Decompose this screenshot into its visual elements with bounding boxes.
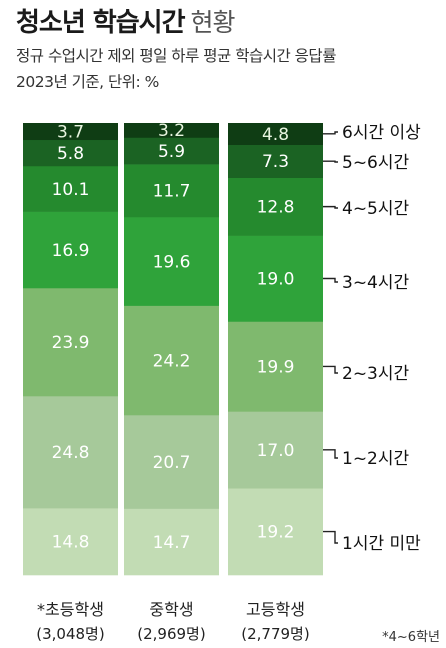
data-label: 11.7 <box>153 182 191 202</box>
data-label: 24.2 <box>153 351 191 371</box>
category-label: 중학생 <box>149 600 193 619</box>
data-label: 4.8 <box>262 125 289 145</box>
leader-line <box>323 160 338 163</box>
title-light: 현황 <box>190 8 236 37</box>
data-label: 5.9 <box>158 142 185 162</box>
legend-label: 3~4시간 <box>342 273 410 293</box>
data-label: 12.8 <box>257 198 295 218</box>
legend-label: 5~6시간 <box>342 153 410 173</box>
bar-segment <box>23 211 118 289</box>
bar-segment <box>124 508 219 576</box>
data-label: 3.7 <box>57 122 84 142</box>
leader-line <box>323 131 338 135</box>
bar-segment <box>23 139 118 167</box>
bar-segment <box>23 165 118 212</box>
data-label: 3.2 <box>158 121 185 141</box>
bar-segment <box>228 123 323 145</box>
data-label: 14.7 <box>153 533 191 553</box>
bar-segment <box>228 411 323 489</box>
data-label: 7.3 <box>262 152 289 172</box>
bar-segment <box>23 508 118 576</box>
leader-line <box>323 205 338 209</box>
subtitle-line1: 정규 수업시간 제외 평일 하루 평균 학습시간 응답률 <box>16 47 336 65</box>
category-label: 고등학생 <box>246 600 305 619</box>
data-label: 19.0 <box>257 269 295 289</box>
bar-segment <box>124 217 219 306</box>
bar-segment <box>228 235 323 322</box>
bar-segment <box>23 287 118 397</box>
data-label: 19.9 <box>257 357 295 377</box>
category-label: *초등학생 <box>37 600 104 619</box>
leader-line <box>323 365 338 374</box>
bar-segment <box>228 177 323 236</box>
data-label: 20.7 <box>153 453 191 473</box>
bar-segment <box>23 123 118 141</box>
bar-segment <box>124 164 219 218</box>
bar-segment <box>228 321 323 412</box>
bar-segment <box>23 396 118 509</box>
footnote: *4~6학년 <box>382 630 440 645</box>
subtitle-line2: 2023년 기준, 단위: % <box>16 73 159 91</box>
bar-segment <box>124 137 219 165</box>
bar-segment <box>228 488 323 576</box>
data-label: 17.0 <box>257 441 295 461</box>
leader-line <box>323 449 338 459</box>
category-count-label: (3,048명) <box>36 625 104 643</box>
legend-label: 1시간 미만 <box>342 534 421 554</box>
data-label: 14.8 <box>52 533 90 553</box>
page-title: 청소년 학습시간 현황 <box>16 2 236 39</box>
category-count-label: (2,779명) <box>241 625 309 643</box>
bar-segment <box>124 123 219 138</box>
data-label: 23.9 <box>52 333 90 353</box>
legend-label: 2~3시간 <box>342 364 410 384</box>
legend-label: 6시간 이상 <box>342 123 421 143</box>
bar-segment <box>124 305 219 416</box>
legend-label: 1~2시간 <box>342 449 410 469</box>
bar-segment <box>228 144 323 178</box>
data-label: 5.8 <box>57 144 84 164</box>
data-label: 16.9 <box>52 241 90 261</box>
data-label: 10.1 <box>52 180 90 200</box>
title-bold: 청소년 학습시간 <box>16 8 185 38</box>
category-count-label: (2,969명) <box>137 625 205 643</box>
data-label: 24.8 <box>52 443 90 463</box>
data-label: 19.6 <box>153 252 191 272</box>
leader-line <box>323 530 338 544</box>
legend-label: 4~5시간 <box>342 199 410 219</box>
bar-segment <box>124 414 219 509</box>
leader-line <box>323 277 338 283</box>
data-label: 19.2 <box>257 523 295 543</box>
